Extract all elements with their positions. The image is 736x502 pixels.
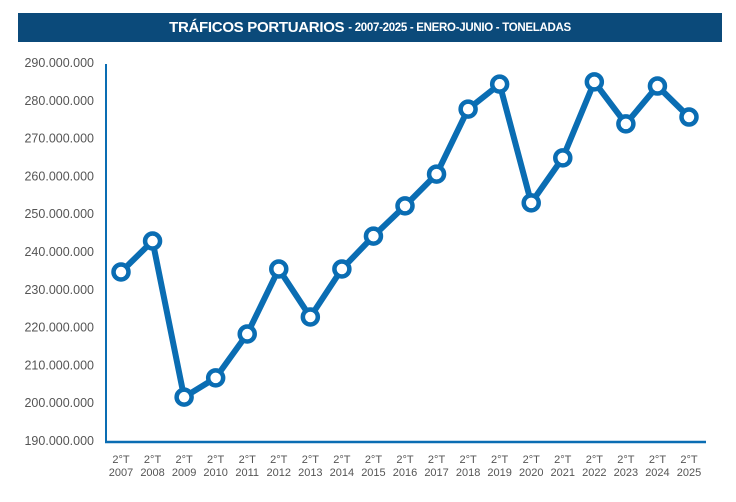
y-tick-label: 290.000.000: [24, 56, 94, 70]
y-tick-label: 280.000.000: [24, 94, 94, 108]
x-tick-year: 2012: [267, 467, 291, 479]
x-tick-quarter: 2°T: [112, 454, 130, 466]
y-tick-label: 190.000.000: [24, 434, 94, 448]
x-tick-year: 2008: [140, 467, 164, 479]
data-point-2011: [237, 324, 257, 344]
data-point-2025: [679, 107, 699, 127]
data-point-2021: [553, 148, 573, 168]
chart-title-bar: TRÁFICOS PORTUARIOS - 2007-2025 - ENERO-…: [18, 13, 722, 42]
x-tick-year: 2022: [582, 467, 606, 479]
y-tick-label: 220.000.000: [24, 321, 94, 335]
data-point-2023: [616, 114, 636, 134]
x-tick-year: 2013: [298, 467, 322, 479]
x-tick-quarter: 2°T: [207, 454, 225, 466]
y-tick-label: 260.000.000: [24, 169, 94, 183]
y-tick-label: 210.000.000: [24, 358, 94, 372]
x-tick-year: 2023: [614, 467, 638, 479]
x-tick-quarter: 2°T: [396, 454, 414, 466]
x-tick-year: 2007: [109, 467, 133, 479]
x-tick-year: 2015: [361, 467, 385, 479]
y-tick-label: 200.000.000: [24, 396, 94, 410]
x-tick-quarter: 2°T: [586, 454, 604, 466]
data-point-2012: [269, 259, 289, 279]
x-tick-quarter: 2°T: [649, 454, 667, 466]
x-tick-quarter: 2°T: [270, 454, 288, 466]
x-tick-year: 2025: [677, 467, 701, 479]
x-tick-year: 2016: [393, 467, 417, 479]
x-tick-year: 2019: [487, 467, 511, 479]
x-tick-quarter: 2°T: [175, 454, 193, 466]
data-point-2009: [174, 387, 194, 407]
x-tick-quarter: 2°T: [365, 454, 383, 466]
y-tick-label: 230.000.000: [24, 283, 94, 297]
x-tick-year: 2018: [456, 467, 480, 479]
data-point-2015: [363, 226, 384, 246]
x-tick-quarter: 2°T: [680, 454, 698, 466]
y-tick-label: 270.000.000: [24, 132, 94, 146]
x-tick-quarter: 2°T: [617, 454, 635, 466]
y-tick-label: 250.000.000: [24, 207, 94, 221]
data-point-2008: [142, 231, 163, 251]
x-tick-year: 2024: [645, 467, 669, 479]
data-point-2016: [395, 196, 415, 216]
chart-subtitle: - 2007-2025 - ENERO-JUNIO - TONELADAS: [348, 21, 571, 34]
data-point-2018: [458, 99, 478, 119]
x-tick-quarter: 2°T: [302, 454, 320, 466]
data-point-2014: [332, 259, 352, 279]
y-tick-label: 240.000.000: [24, 245, 94, 259]
x-tick-year: 2017: [424, 467, 448, 479]
x-tick-quarter: 2°T: [459, 454, 477, 466]
x-tick-year: 2020: [519, 467, 543, 479]
data-point-2022: [584, 72, 605, 92]
data-point-2017: [426, 164, 447, 184]
x-tick-quarter: 2°T: [239, 454, 257, 466]
x-tick-year: 2009: [172, 467, 196, 479]
data-point-2010: [205, 368, 226, 388]
x-tick-year: 2010: [203, 467, 227, 479]
x-tick-year: 2021: [551, 467, 575, 479]
x-tick-quarter: 2°T: [333, 454, 351, 466]
data-point-2020: [521, 193, 541, 213]
series-line: [118, 78, 692, 401]
data-point-2013: [300, 307, 321, 327]
x-tick-quarter: 2°T: [491, 454, 509, 466]
data-point-2024: [647, 76, 668, 96]
chart-title: TRÁFICOS PORTUARIOS: [169, 19, 345, 36]
x-tick-year: 2011: [235, 467, 259, 479]
x-tick-quarter: 2°T: [428, 454, 446, 466]
x-tick-quarter: 2°T: [523, 454, 541, 466]
data-point-2007: [111, 262, 131, 282]
data-point-2019: [489, 74, 510, 94]
x-tick-quarter: 2°T: [554, 454, 572, 466]
x-tick-quarter: 2°T: [144, 454, 162, 466]
x-tick-year: 2014: [330, 467, 354, 479]
